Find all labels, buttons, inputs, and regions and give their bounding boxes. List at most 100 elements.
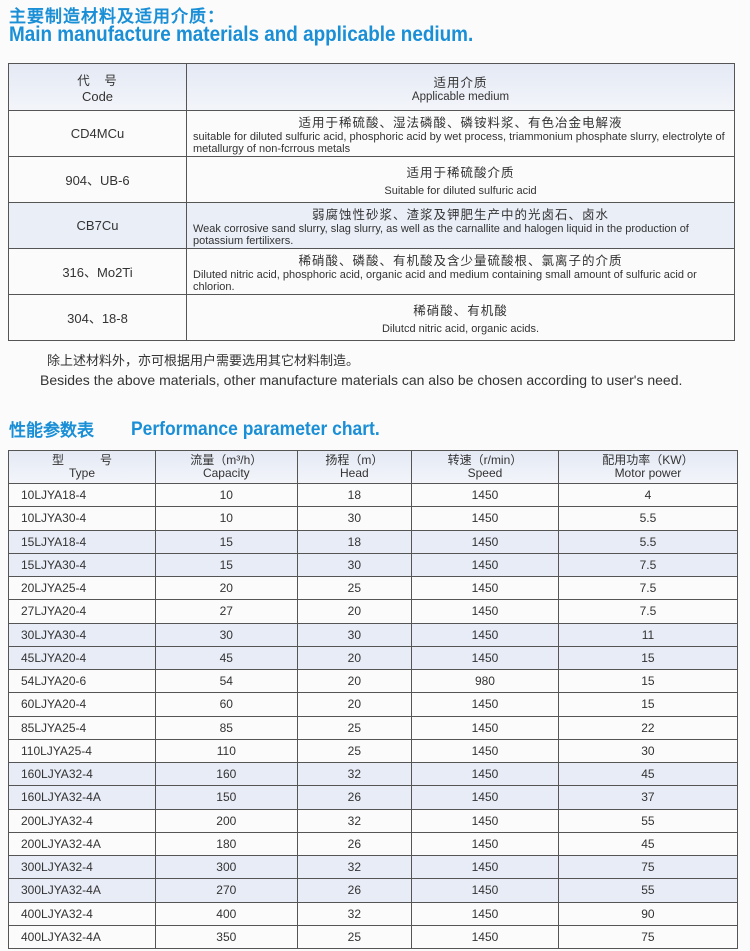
motor-power-cell: 5.5 bbox=[557, 529, 739, 554]
type-cell: 15LJYA18-4 bbox=[8, 529, 156, 554]
medium-en: Dilutcd nitric acid, organic acids. bbox=[381, 323, 540, 335]
medium-zh: 适用于稀硫酸介质 bbox=[406, 166, 515, 180]
material-medium: 稀硝酸、有机酸 Dilutcd nitric acid, organic acid… bbox=[186, 294, 735, 341]
speed-header: 转速（r/min） Speed bbox=[411, 450, 559, 484]
speed-cell: 1450 bbox=[411, 808, 559, 833]
materials-title-en: Main manufacture materials and applicabl… bbox=[9, 23, 474, 46]
head-cell: 26 bbox=[296, 785, 413, 810]
performance-row: 10LJYA30-4 10 30 1450 5.5 bbox=[8, 506, 739, 531]
medium-en: Suitable for diluted sulfuric acid bbox=[384, 185, 537, 197]
type-cell: 15LJYA30-4 bbox=[8, 552, 156, 578]
performance-row: 160LJYA32-4 160 32 1450 45 bbox=[8, 761, 739, 787]
capacity-cell: 20 bbox=[155, 575, 298, 601]
type-cell: 54LJYA20-6 bbox=[8, 668, 156, 694]
performance-row: 45LJYA20-4 45 20 1450 15 bbox=[8, 645, 739, 671]
speed-cell: 1450 bbox=[411, 738, 559, 764]
speed-cell: 1450 bbox=[411, 831, 559, 857]
performance-row: 400LJYA32-4A 350 25 1450 75 bbox=[8, 924, 739, 950]
performance-row: 27LJYA20-4 27 20 1450 7.5 bbox=[8, 599, 739, 624]
speed-cell: 1450 bbox=[411, 878, 559, 903]
type-cell: 10LJYA30-4 bbox=[8, 506, 156, 531]
speed-cell: 1450 bbox=[411, 622, 559, 647]
type-cell: 400LJYA32-4 bbox=[8, 901, 156, 926]
motor-power-cell: 30 bbox=[557, 738, 739, 764]
motor-power-cell: 90 bbox=[557, 901, 739, 926]
material-code: CD4MCu bbox=[8, 110, 187, 157]
speed-cell: 1450 bbox=[411, 482, 559, 508]
motor-power-cell: 7.5 bbox=[557, 575, 739, 601]
head-cell: 30 bbox=[296, 622, 413, 647]
performance-row: 110LJYA25-4 110 25 1450 30 bbox=[8, 738, 739, 764]
type-cell: 20LJYA25-4 bbox=[8, 575, 156, 601]
medium-zh: 弱腐蚀性砂浆、渣浆及钾肥生产中的光卤石、卤水 bbox=[311, 208, 609, 222]
code-header: 代 号 Code bbox=[8, 63, 187, 111]
head-cell: 20 bbox=[296, 645, 413, 671]
head-cell: 25 bbox=[296, 575, 413, 601]
motor-power-header: 配用功率（KW） Motor power bbox=[557, 450, 739, 484]
motor-power-cell: 4 bbox=[557, 482, 739, 508]
performance-row: 160LJYA32-4A 150 26 1450 37 bbox=[8, 785, 739, 810]
performance-row: 200LJYA32-4A 180 26 1450 45 bbox=[8, 831, 739, 857]
material-code: 904、UB-6 bbox=[8, 156, 187, 203]
medium-en: suitable for diluted sulfuric acid, phos… bbox=[193, 131, 725, 155]
material-code: CB7Cu bbox=[8, 202, 187, 249]
materials-row: CB7Cu 弱腐蚀性砂浆、渣浆及钾肥生产中的光卤石、卤水 Weak corrosi… bbox=[8, 202, 735, 249]
material-medium: 稀硝酸、磷酸、有机酸及含少量硫酸根、氯离子的介质 Diluted nitric a… bbox=[186, 248, 735, 295]
capacity-cell: 160 bbox=[155, 761, 298, 787]
type-cell: 27LJYA20-4 bbox=[8, 599, 156, 624]
motor-power-cell: 22 bbox=[557, 715, 739, 740]
head-cell: 25 bbox=[296, 738, 413, 764]
performance-title-zh: 性能参数表 bbox=[9, 421, 94, 441]
type-header: 型 号 Type bbox=[8, 450, 156, 484]
head-header: 扬程（m） Head bbox=[296, 450, 413, 484]
type-cell: 160LJYA32-4 bbox=[8, 761, 156, 787]
speed-cell: 1450 bbox=[411, 854, 559, 880]
type-cell: 300LJYA32-4 bbox=[8, 854, 156, 880]
speed-cell: 1450 bbox=[411, 575, 559, 601]
medium-zh: 稀硝酸、磷酸、有机酸及含少量硫酸根、氯离子的介质 bbox=[298, 254, 623, 268]
head-cell: 18 bbox=[296, 482, 413, 508]
performance-header-row: 型 号 Type 流量（m³/h） Capacity 扬程（m） Head 转速（r/min… bbox=[8, 450, 739, 484]
capacity-cell: 200 bbox=[155, 808, 298, 833]
head-cell: 26 bbox=[296, 878, 413, 903]
capacity-cell: 45 bbox=[155, 645, 298, 671]
capacity-cell: 30 bbox=[155, 622, 298, 647]
motor-power-cell: 55 bbox=[557, 878, 739, 903]
performance-table: 型 号 Type 流量（m³/h） Capacity 扬程（m） Head 转速（r/min… bbox=[8, 450, 739, 950]
speed-cell: 980 bbox=[411, 668, 559, 694]
performance-row: 200LJYA32-4 200 32 1450 55 bbox=[8, 808, 739, 833]
head-cell: 30 bbox=[296, 506, 413, 531]
speed-cell: 1450 bbox=[411, 599, 559, 624]
capacity-cell: 27 bbox=[155, 599, 298, 624]
motor-power-cell: 45 bbox=[557, 761, 739, 787]
performance-row: 85LJYA25-4 85 25 1450 22 bbox=[8, 715, 739, 740]
capacity-cell: 150 bbox=[155, 785, 298, 810]
motor-power-cell: 37 bbox=[557, 785, 739, 810]
motor-power-cell: 55 bbox=[557, 808, 739, 833]
type-cell: 300LJYA32-4A bbox=[8, 878, 156, 903]
capacity-cell: 400 bbox=[155, 901, 298, 926]
performance-row: 54LJYA20-6 54 20 980 15 bbox=[8, 668, 739, 694]
material-medium: 适用于稀硫酸介质 Suitable for diluted sulfuric ac… bbox=[186, 156, 735, 203]
medium-zh: 稀硝酸、有机酸 bbox=[413, 304, 508, 318]
head-cell: 20 bbox=[296, 692, 413, 717]
note-en: Besides the above materials, other manuf… bbox=[40, 372, 683, 388]
capacity-cell: 300 bbox=[155, 854, 298, 880]
head-cell: 32 bbox=[296, 808, 413, 833]
performance-row: 400LJYA32-4 400 32 1450 90 bbox=[8, 901, 739, 926]
speed-cell: 1450 bbox=[411, 692, 559, 717]
capacity-cell: 180 bbox=[155, 831, 298, 857]
capacity-cell: 350 bbox=[155, 924, 298, 950]
speed-cell: 1450 bbox=[411, 761, 559, 787]
material-code: 316、Mo2Ti bbox=[8, 248, 187, 295]
type-cell: 110LJYA25-4 bbox=[8, 738, 156, 764]
note-zh: 除上述材料外，亦可根据用户需要选用其它材料制造。 bbox=[47, 353, 360, 368]
motor-power-cell: 5.5 bbox=[557, 506, 739, 531]
type-cell: 200LJYA32-4 bbox=[8, 808, 156, 833]
capacity-cell: 85 bbox=[155, 715, 298, 740]
motor-power-cell: 7.5 bbox=[557, 552, 739, 578]
materials-header-row: 代 号 Code 适用介质 Applicable medium bbox=[8, 63, 735, 111]
materials-row: 316、Mo2Ti 稀硝酸、磷酸、有机酸及含少量硫酸根、氯离子的介质 Dilute… bbox=[8, 248, 735, 295]
type-cell: 30LJYA30-4 bbox=[8, 622, 156, 647]
head-cell: 25 bbox=[296, 715, 413, 740]
